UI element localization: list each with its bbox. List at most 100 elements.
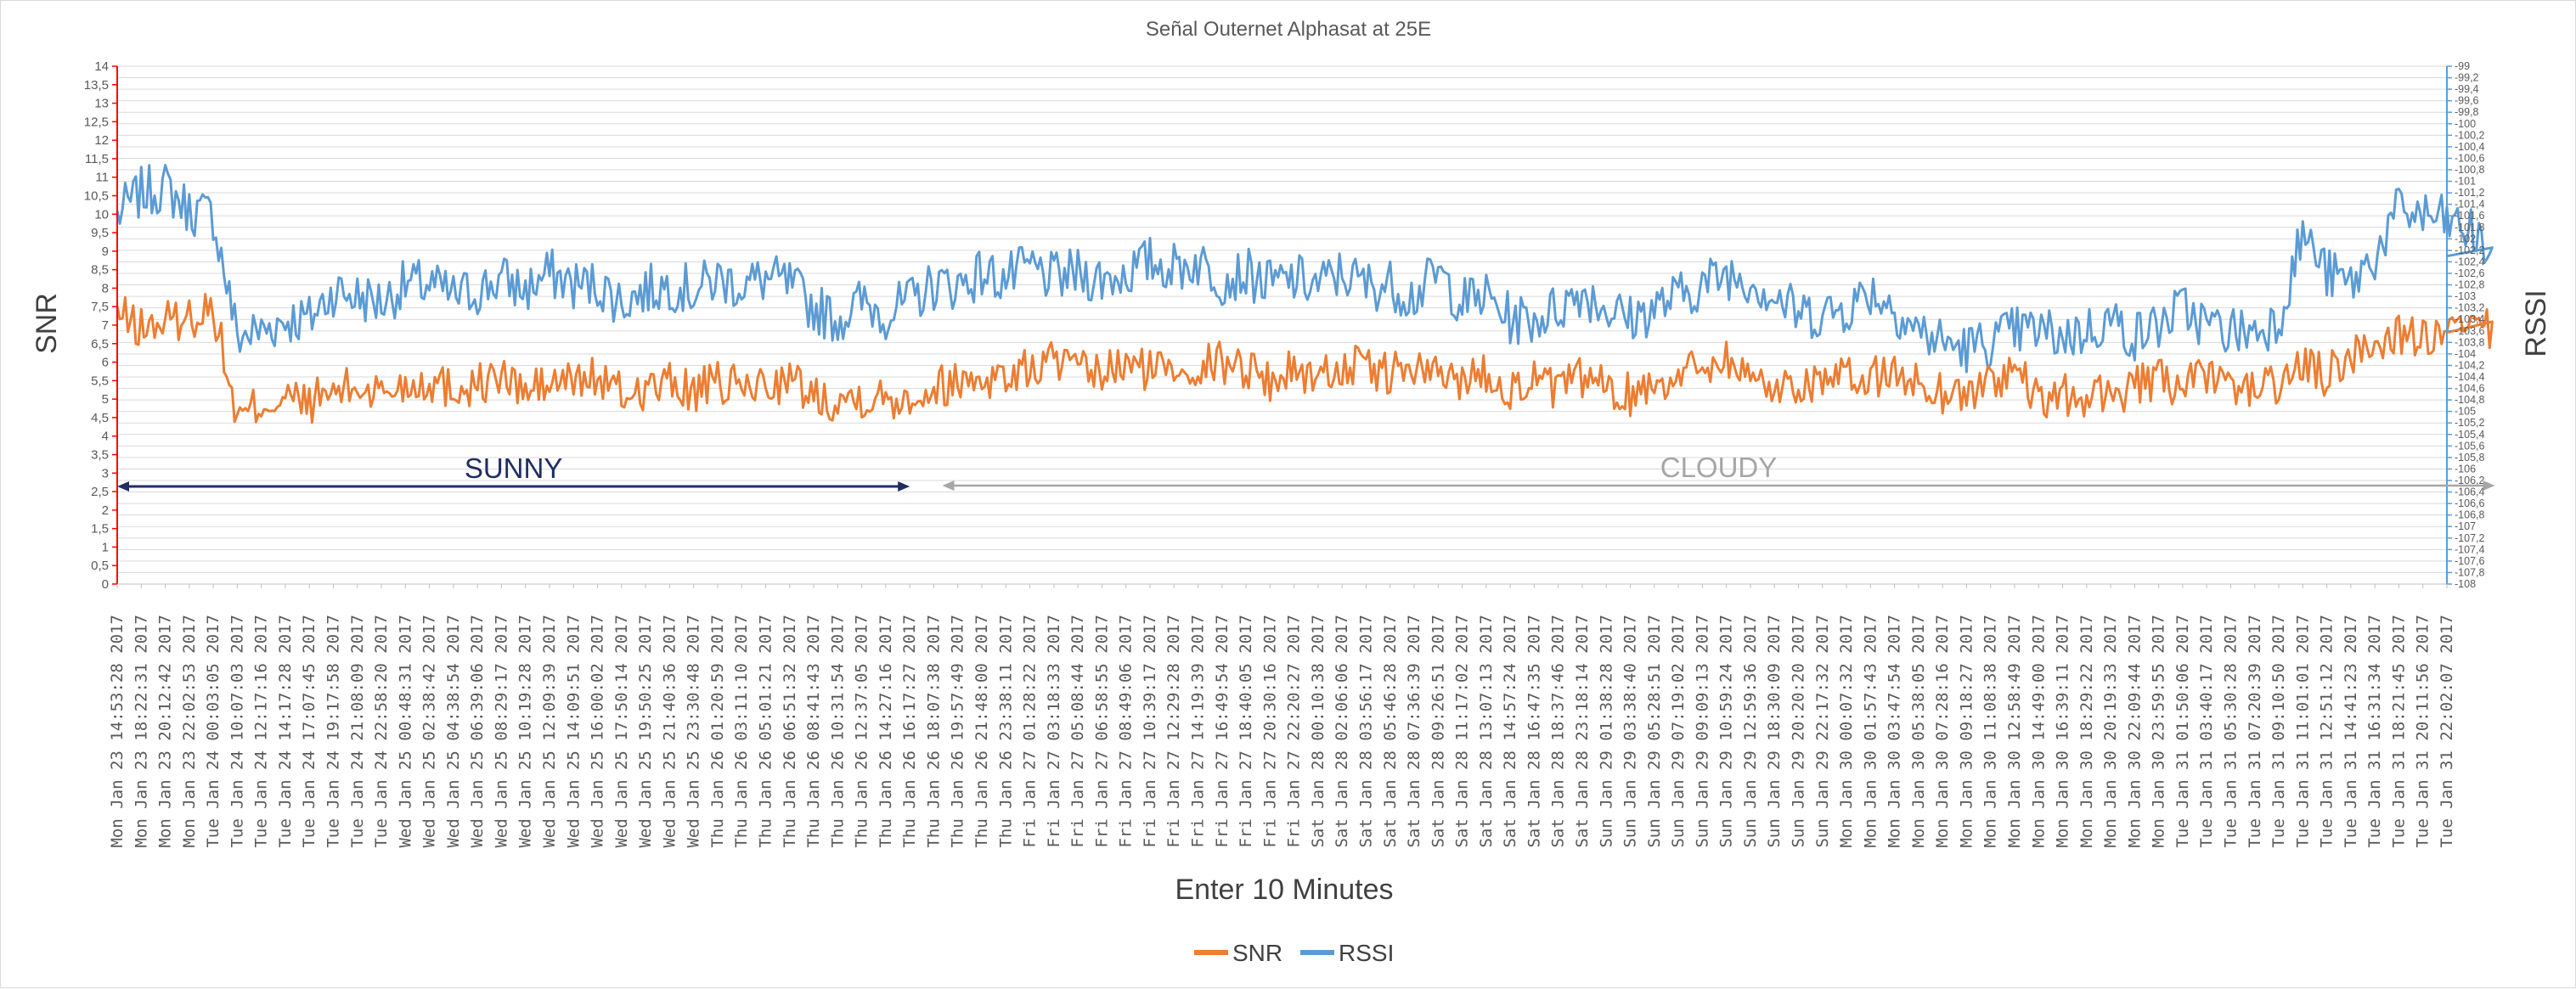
x-tick-label: Tue Jan 24 17:07:45 2017 (300, 615, 318, 848)
x-tick-label: Mon Jan 30 22:09:44 2017 (2125, 615, 2144, 848)
x-tick-label: Sun Jan 29 05:28:51 2017 (1645, 615, 1664, 848)
x-tick-label: Thu Jan 26 19:57:49 2017 (949, 615, 967, 848)
x-tick-label: Tue Jan 31 05:30:28 2017 (2221, 615, 2240, 848)
x-tick-label: Fri Jan 27 06:58:55 2017 (1092, 615, 1111, 848)
y-tick-label-right: -105,4 (2455, 429, 2484, 441)
x-tick-label: Tue Jan 31 16:31:34 2017 (2365, 615, 2384, 848)
y-tick-label-left: 12,5 (84, 115, 109, 129)
x-tick-label: Fri Jan 27 14:19:39 2017 (1189, 615, 1208, 848)
y-tick-label-left: 13,5 (84, 78, 109, 93)
y-tick-label-right: -105 (2455, 406, 2476, 418)
y-tick-label-right: -107,8 (2455, 566, 2484, 578)
x-tick-label: Wed Jan 25 08:29:17 2017 (492, 615, 510, 848)
x-tick-label: Sat Jan 28 09:26:51 2017 (1429, 615, 1447, 848)
x-tick-label: Sat Jan 28 14:57:24 2017 (1501, 615, 1519, 848)
x-tick-label: Fri Jan 27 12:29:28 2017 (1164, 615, 1183, 848)
y-axis-title-left: SNR (31, 293, 63, 354)
y-tick-label-right: -105,6 (2455, 440, 2484, 452)
x-tick-label: Tue Jan 24 10:07:03 2017 (228, 615, 246, 848)
y-tick-label-right: -99,2 (2455, 72, 2479, 84)
y-tick-label-left: 14 (94, 59, 109, 74)
y-tick-label-right: -107,6 (2455, 555, 2484, 567)
y-tick-label-left: 3 (102, 466, 109, 480)
x-tick-label: Tue Jan 31 09:10:50 2017 (2269, 615, 2288, 848)
x-tick-label: Wed Jan 25 12:09:39 2017 (540, 615, 559, 848)
y-tick-label-left: 7 (102, 318, 109, 333)
y-tick-label-right: -102 (2455, 233, 2476, 244)
y-tick-label-left: 3,5 (91, 448, 109, 463)
annotation-arrowhead-right (2483, 480, 2495, 491)
y-tick-label-right: -101,4 (2455, 199, 2484, 211)
x-tick-label: Sun Jan 29 07:19:02 2017 (1669, 615, 1688, 848)
x-tick-label: Tue Jan 31 22:02:07 2017 (2438, 615, 2456, 848)
x-tick-label: Mon Jan 30 14:49:00 2017 (2029, 615, 2048, 848)
x-tick-label: Mon Jan 23 22:02:53 2017 (180, 615, 199, 848)
y-tick-label-left: 1 (102, 540, 109, 554)
x-tick-label: Sat Jan 28 18:37:46 2017 (1549, 615, 1568, 848)
y-tick-label-left: 13 (94, 97, 109, 111)
y-tick-label-right: -104 (2455, 348, 2476, 360)
x-tick-label: Wed Jan 25 23:30:48 2017 (685, 615, 703, 848)
chart-title: Señal Outernet Alphasat at 25E (1146, 18, 1431, 41)
x-tick-label: Sat Jan 28 03:56:17 2017 (1356, 615, 1375, 848)
x-tick-label: Fri Jan 27 16:49:54 2017 (1213, 615, 1232, 848)
x-tick-label: Wed Jan 25 16:00:02 2017 (589, 615, 607, 848)
x-tick-label: Wed Jan 25 17:50:14 2017 (612, 615, 631, 848)
x-tick-label: Tue Jan 31 11:01:01 2017 (2293, 615, 2312, 848)
x-tick-label: Fri Jan 27 10:39:17 2017 (1141, 615, 1159, 848)
y-tick-label-right: -107,4 (2455, 543, 2484, 555)
x-tick-label: Mon Jan 30 16:39:11 2017 (2054, 615, 2072, 848)
y-tick-label-right: -106,8 (2455, 509, 2484, 521)
x-tick-label: Mon Jan 23 18:22:31 2017 (132, 615, 150, 848)
x-tick-label: Thu Jan 26 14:27:16 2017 (877, 615, 895, 848)
y-tick-label-right: -104,2 (2455, 359, 2484, 371)
x-tick-label: Mon Jan 30 05:38:05 2017 (1909, 615, 1928, 848)
y-tick-label-right: -100 (2455, 118, 2476, 130)
y-axis-title-right: RSSI (2520, 289, 2552, 357)
y-tick-label-right: -104,6 (2455, 383, 2484, 395)
x-tick-label: Tue Jan 31 07:20:39 2017 (2246, 615, 2264, 848)
annotation-layer: SUNNY CLOUDY (117, 452, 2495, 492)
x-tick-label: Sun Jan 29 20:20:20 2017 (1789, 615, 1807, 848)
x-tick-label: Sat Jan 28 13:07:13 2017 (1477, 615, 1496, 848)
y-tick-label-right: -101 (2455, 176, 2476, 188)
x-tick-labels: Mon Jan 23 14:53:28 2017 Mon Jan 23 18:22… (108, 615, 2456, 848)
x-tick-label: Wed Jan 25 14:09:51 2017 (564, 615, 583, 848)
y-tick-label-right: -101,2 (2455, 187, 2484, 199)
y-tick-label-right: -103,6 (2455, 325, 2484, 337)
x-tick-label: Sun Jan 29 18:30:09 2017 (1765, 615, 1784, 848)
y-tick-label-right: -100,6 (2455, 152, 2484, 164)
x-tick-label: Mon Jan 30 01:57:43 2017 (1861, 615, 1880, 848)
x-tick-label: Sat Jan 28 00:10:38 2017 (1309, 615, 1327, 848)
x-tick-label: Mon Jan 30 03:47:54 2017 (1885, 615, 1904, 848)
x-tick-label: Tue Jan 31 14:41:23 2017 (2342, 615, 2360, 848)
x-tick-label: Sun Jan 29 01:38:28 2017 (1597, 615, 1615, 848)
x-tick-label: Sat Jan 28 02:06:06 2017 (1333, 615, 1351, 848)
annotation-arrowhead-left (942, 480, 955, 491)
legend-label-snr: SNR (1232, 940, 1282, 966)
x-tick-label: Tue Jan 24 14:17:28 2017 (276, 615, 295, 848)
x-tick-label: Sun Jan 29 03:38:40 2017 (1621, 615, 1640, 848)
x-tick-label: Tue Jan 31 03:40:17 2017 (2197, 615, 2216, 848)
y-tick-label-left: 0,5 (91, 559, 109, 573)
x-tick-label: Thu Jan 26 23:38:11 2017 (996, 615, 1015, 848)
x-tick-label: Wed Jan 25 00:48:31 2017 (396, 615, 414, 848)
x-tick-label: Wed Jan 25 04:38:54 2017 (444, 615, 463, 848)
x-tick-label: Mon Jan 30 07:28:16 2017 (1933, 615, 1952, 848)
x-tick-label: Tue Jan 31 18:21:45 2017 (2389, 615, 2408, 848)
y-tick-label-left: 11,5 (85, 152, 109, 166)
y-tick-label-right: -106,6 (2455, 497, 2484, 509)
y-tick-label-left: 5,5 (91, 374, 109, 388)
y-tick-label-right: -107 (2455, 520, 2476, 532)
y-tick-label-left: 6,5 (91, 337, 109, 351)
y-tick-label-right: -99,6 (2455, 95, 2479, 107)
y-tick-label-right: -99,8 (2455, 106, 2479, 118)
y-tick-label-right: -99,4 (2455, 83, 2479, 95)
y-tick-label-left: 2 (102, 503, 109, 518)
x-tick-label: Thu Jan 26 03:11:10 2017 (732, 615, 751, 848)
y-tick-label-left: 4,5 (91, 411, 109, 425)
x-tick-label: Sat Jan 28 11:17:02 2017 (1453, 615, 1472, 848)
annotation-label-sunny: SUNNY (465, 452, 563, 484)
x-tick-label: Thu Jan 26 06:51:32 2017 (781, 615, 799, 848)
